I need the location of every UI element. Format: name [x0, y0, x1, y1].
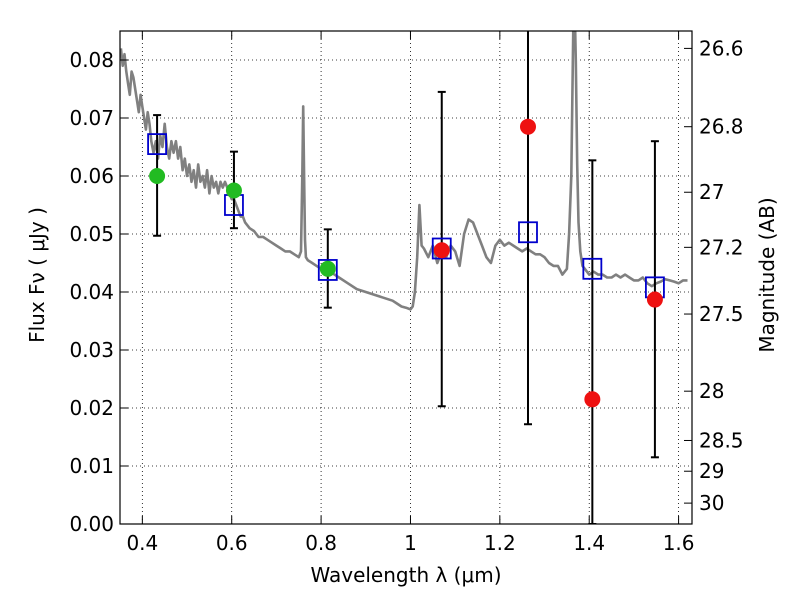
x-tick-label: 0.8 — [305, 531, 337, 555]
right-tick-label: 27 — [699, 180, 724, 204]
right-tick-label: 26.6 — [699, 36, 744, 60]
right-tick-label: 30 — [699, 491, 724, 515]
y-tick-label: 0.06 — [69, 164, 114, 188]
observed-point — [149, 168, 166, 184]
x-tick-labels: 0.4 0.6 0.8 1 1.2 1.4 1.6 — [126, 531, 694, 555]
y-tick-label: 0.01 — [69, 454, 114, 478]
x-tick-label: 1.4 — [573, 531, 605, 555]
y-tick-labels: 0.00 0.01 0.02 0.03 0.04 0.05 0.06 0.07 0.08 — [69, 48, 114, 536]
spectrum-line — [120, 31, 688, 311]
right-tick-label: 27.5 — [699, 302, 744, 326]
right-tick-label: 27.2 — [699, 235, 744, 259]
right-tick-labels: 26.6 26.8 27 27.2 27.5 28 28.5 29 30 — [699, 36, 744, 515]
x-axis-label: Wavelength λ (μm) — [310, 563, 501, 587]
x-tick-label: 0.6 — [216, 531, 248, 555]
y-tick-label: 0.07 — [69, 106, 114, 130]
model-photometry-points — [147, 133, 665, 299]
model-point-square — [582, 257, 603, 280]
right-axis-label: Magnitude (AB) — [755, 197, 779, 352]
plot-frame — [119, 30, 693, 525]
observed-point — [519, 118, 536, 135]
x-tick-label: 0.4 — [126, 531, 158, 555]
observed-point — [646, 291, 663, 308]
y-tick-label: 0.00 — [69, 512, 114, 536]
observed-photometry-points — [149, 118, 663, 408]
model-point-square — [147, 133, 167, 156]
x-tick-label: 1 — [404, 531, 417, 555]
right-tick-label: 26.8 — [699, 115, 744, 139]
y-axis-label: Flux Fν ( μJy ) — [25, 207, 49, 343]
right-tick-label: 28 — [699, 379, 724, 403]
observed-point — [433, 242, 450, 259]
observed-point — [225, 182, 242, 199]
y-tick-label: 0.08 — [69, 48, 114, 72]
model-point-square — [518, 221, 538, 244]
y-tick-label: 0.05 — [69, 222, 114, 246]
right-tick-label: 29 — [699, 459, 724, 483]
y-tick-label: 0.03 — [69, 338, 114, 362]
axis-ticks — [120, 31, 692, 525]
model-point-square — [317, 259, 338, 281]
observed-point — [584, 391, 601, 408]
y-tick-label: 0.04 — [69, 280, 114, 304]
y-tick-label: 0.02 — [69, 396, 114, 420]
model-spectrum — [120, 31, 688, 311]
model-point-square — [431, 237, 452, 260]
right-tick-label: 28.5 — [699, 428, 744, 452]
x-tick-label: 1.2 — [484, 531, 516, 555]
x-tick-label: 1.6 — [663, 531, 695, 555]
observed-point — [319, 260, 336, 277]
